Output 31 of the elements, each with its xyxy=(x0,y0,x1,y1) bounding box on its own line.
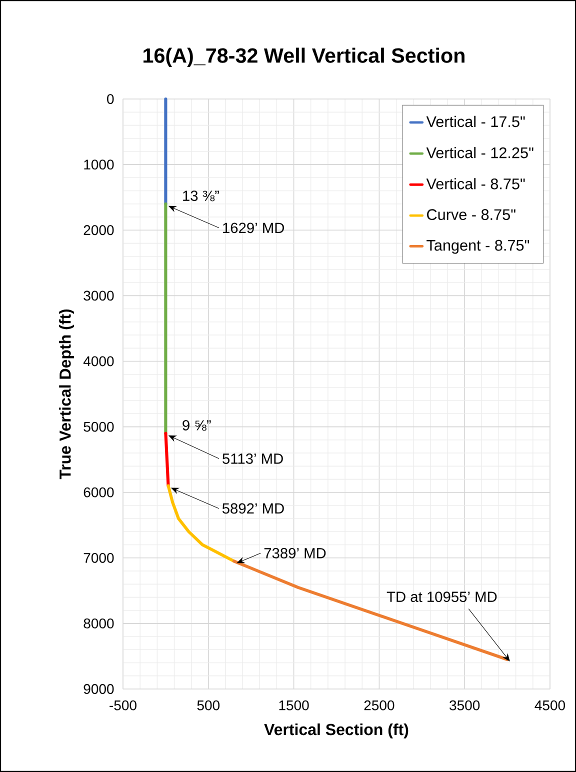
annotation: TD at 10955’ MD xyxy=(386,592,497,602)
x-tick-label: -500 xyxy=(110,700,136,710)
y-tick-label: 1000 xyxy=(84,160,114,170)
y-tick-label: 8000 xyxy=(84,618,114,628)
annotation: 7389’ MD xyxy=(264,548,326,558)
legend-label: Vertical - 12.25" xyxy=(426,146,534,158)
legend-label: Vertical - 8.75" xyxy=(426,178,525,190)
y-tick-label: 3000 xyxy=(84,290,114,301)
y-tick-label: 6000 xyxy=(84,487,114,498)
y-tick-label: 5000 xyxy=(84,422,114,432)
x-tick-label: 1500 xyxy=(279,700,309,710)
chart-title: 16(A)_78-32 Well Vertical Section xyxy=(144,48,464,67)
annotation: 5892’ MD xyxy=(222,503,284,514)
legend-label: Vertical - 17.5" xyxy=(426,116,525,128)
legend-label: Curve - 8.75" xyxy=(427,209,516,220)
x-tick-label: 4500 xyxy=(534,700,566,710)
x-tick-label: 3500 xyxy=(450,700,480,710)
annotation: 1629’ MD xyxy=(223,222,284,234)
annotation: 5113’ MD xyxy=(222,454,283,464)
y-tick-label: 4000 xyxy=(83,356,114,366)
y-tick-label: 0 xyxy=(107,94,114,104)
y-tick-label: 2000 xyxy=(84,225,114,236)
annotation: 9 ⅝” xyxy=(182,420,211,431)
y-axis-title: True Vertical Depth (ft) xyxy=(59,309,74,480)
x-tick-label: 2500 xyxy=(364,700,394,710)
x-axis-title: Vertical Section (ft) xyxy=(264,723,408,738)
legend-label: Tangent - 8.75" xyxy=(426,240,530,254)
x-tick-label: 500 xyxy=(197,700,220,710)
y-tick-label: 9000 xyxy=(84,684,114,694)
annotation: 13 ⅜” xyxy=(183,190,219,202)
y-tick-label: 7000 xyxy=(84,552,114,563)
